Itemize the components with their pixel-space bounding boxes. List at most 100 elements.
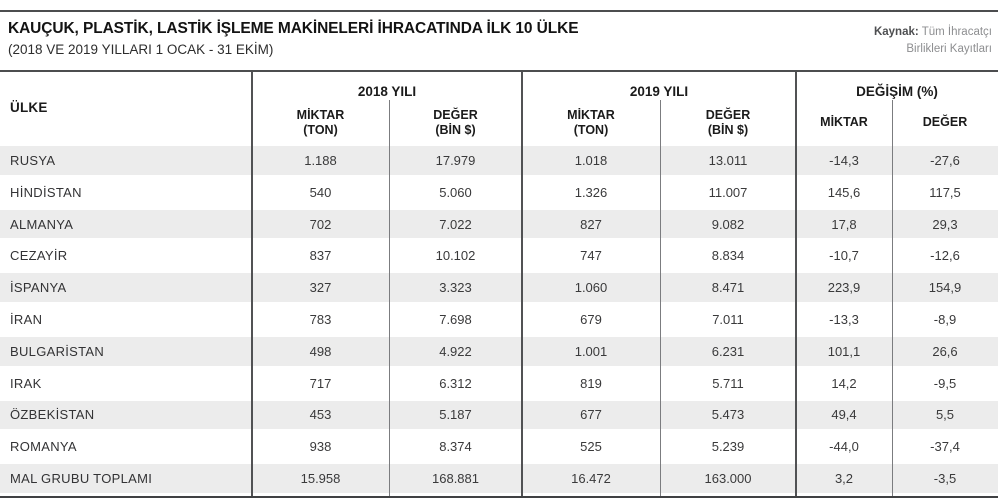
divider-2019-miktar-deger (660, 100, 661, 496)
value-cell: 29,3 (932, 216, 958, 232)
value-cell: 938 (309, 439, 332, 455)
table-row: IRAK 717 6.312 819 5.711 14,2 -9,5 (0, 369, 998, 398)
value-cell: -9,5 (933, 375, 957, 391)
column-group-degisim: DEĞİŞİM (%) MİKTAR DEĞER (796, 72, 998, 143)
value-cell: 26,6 (932, 343, 958, 359)
value-cell: 1.326 (574, 184, 608, 200)
table-header: ÜLKE 2018 YILI MİKTAR (TON) DEĞER (BİN $… (0, 72, 998, 143)
value-cell: 837 (309, 248, 332, 264)
table-row: BULGARİSTAN 498 4.922 1.001 6.231 101,1 26,6 (0, 333, 998, 369)
value-cell: 8.471 (711, 280, 745, 296)
value-cell: 5.187 (439, 407, 472, 423)
value-cell: 17.979 (435, 152, 476, 168)
country-cell: MAL GRUBU TOPLAMI (10, 471, 153, 487)
subheader-line: MİKTAR (820, 115, 868, 129)
country-cell: RUSYA (10, 152, 56, 168)
group-label-2018: 2018 YILI (357, 83, 417, 99)
value-cell: 717 (309, 375, 332, 391)
subheader-line: (BİN $) (435, 122, 476, 137)
source-credit: Kaynak: Tüm İhracatçı Birlikleri Kayıtla… (874, 24, 992, 57)
value-cell: 6.312 (439, 375, 472, 391)
page-title: KAUÇUK, PLASTİK, LASTİK İŞLEME MAKİNELER… (8, 20, 579, 37)
value-cell: 7.022 (439, 216, 472, 232)
value-cell: 498 (309, 343, 332, 359)
country-cell: HİNDİSTAN (10, 184, 82, 200)
value-cell: 117,5 (929, 184, 961, 200)
value-cell: 154,9 (928, 280, 962, 296)
country-cell: ÖZBEKİSTAN (10, 407, 95, 423)
export-table: ÜLKE 2018 YILI MİKTAR (TON) DEĞER (BİN $… (0, 70, 998, 498)
source-line1: Tüm İhracatçı (918, 26, 992, 38)
value-cell: -13,3 (829, 311, 859, 327)
table-row: ALMANYA 702 7.022 827 9.082 17,8 29,3 (0, 206, 998, 242)
value-cell: 453 (309, 407, 332, 423)
value-cell: 679 (580, 311, 602, 327)
country-cell: CEZAYİR (10, 248, 68, 264)
value-cell: -3,5 (933, 471, 957, 487)
table-row: RUSYA 1.188 17.979 1.018 13.011 -14,3 -27,6 (0, 143, 998, 178)
value-cell: 6.231 (711, 343, 745, 359)
divider-country-2018 (251, 72, 253, 496)
value-cell: 747 (580, 248, 602, 264)
value-cell: 49,4 (831, 407, 857, 423)
divider-2019-degisim (795, 72, 797, 496)
country-cell: BULGARİSTAN (10, 343, 105, 359)
value-cell: -37,4 (930, 439, 960, 455)
value-cell: 4.922 (439, 343, 472, 359)
subheader-line: MİKTAR (567, 107, 615, 122)
value-cell: -10,7 (829, 248, 859, 264)
value-cell: 5.239 (711, 439, 745, 455)
value-cell: 11.007 (708, 184, 748, 200)
divider-2018-miktar-deger (389, 100, 390, 496)
value-cell: 101,1 (827, 343, 861, 359)
value-cell: 677 (580, 407, 602, 423)
value-cell: 1.001 (574, 343, 608, 359)
group-label-degisim: DEĞİŞİM (%) (856, 83, 938, 99)
value-cell: 3,2 (834, 471, 854, 487)
value-cell: 10.102 (435, 248, 476, 264)
value-cell: 5.060 (439, 184, 472, 200)
source-label: Kaynak: (873, 26, 919, 38)
value-cell: 5.473 (711, 407, 745, 423)
value-cell: 7.698 (439, 311, 472, 327)
value-cell: 1.018 (574, 152, 608, 168)
value-cell: 540 (309, 184, 332, 200)
table-row: ROMANYA 938 8.374 525 5.239 -44,0 -37,4 (0, 432, 998, 461)
subheader-line: DEĞER (705, 107, 751, 122)
value-cell: 8.834 (711, 248, 745, 264)
value-cell: 702 (309, 216, 332, 232)
column-group-2018: 2018 YILI MİKTAR (TON) DEĞER (BİN $) (252, 72, 522, 143)
divider-2018-2019 (521, 72, 523, 496)
value-cell: -8,9 (933, 311, 957, 327)
value-cell: 1.060 (574, 280, 608, 296)
value-cell: 3.323 (439, 280, 472, 296)
page-subtitle: (2018 VE 2019 YILLARI 1 OCAK - 31 EKİM) (8, 42, 274, 57)
country-cell: IRAK (10, 375, 42, 391)
country-cell: ALMANYA (10, 216, 74, 232)
top-rule (0, 10, 998, 12)
subheader-line: (BİN $) (707, 122, 749, 137)
value-cell: 827 (580, 216, 602, 232)
column-header-2019-deger: DEĞER (BİN $) (660, 102, 796, 143)
table-row: İRAN 783 7.698 679 7.011 -13,3 -8,9 (0, 305, 998, 334)
divider-degisim-miktar-deger (892, 100, 893, 496)
country-cell: ROMANYA (10, 439, 77, 455)
column-header-degisim-miktar: MİKTAR (796, 102, 892, 143)
column-group-2019: 2019 YILI MİKTAR (TON) DEĞER (BİN $) (522, 72, 796, 143)
value-cell: 168.881 (432, 471, 479, 487)
value-cell: -14,3 (829, 152, 859, 168)
value-cell: 8.374 (439, 439, 472, 455)
country-cell: İRAN (10, 311, 43, 327)
table-row: İSPANYA 327 3.323 1.060 8.471 223,9 154,9 (0, 270, 998, 306)
value-cell: -44,0 (829, 439, 859, 455)
subheader-line: DEĞER (433, 107, 478, 122)
value-cell: 15.958 (300, 471, 341, 487)
value-cell: 163.000 (704, 471, 752, 487)
table-row: MAL GRUBU TOPLAMI 15.958 168.881 16.472 163.… (0, 461, 998, 496)
column-header-2019-miktar: MİKTAR (TON) (522, 102, 660, 143)
value-cell: 145,6 (827, 184, 861, 200)
value-cell: 5,5 (935, 407, 955, 423)
table-row: HİNDİSTAN 540 5.060 1.326 11.007 145,6 117,5 (0, 178, 998, 207)
subheader-line: (TON) (303, 122, 338, 137)
